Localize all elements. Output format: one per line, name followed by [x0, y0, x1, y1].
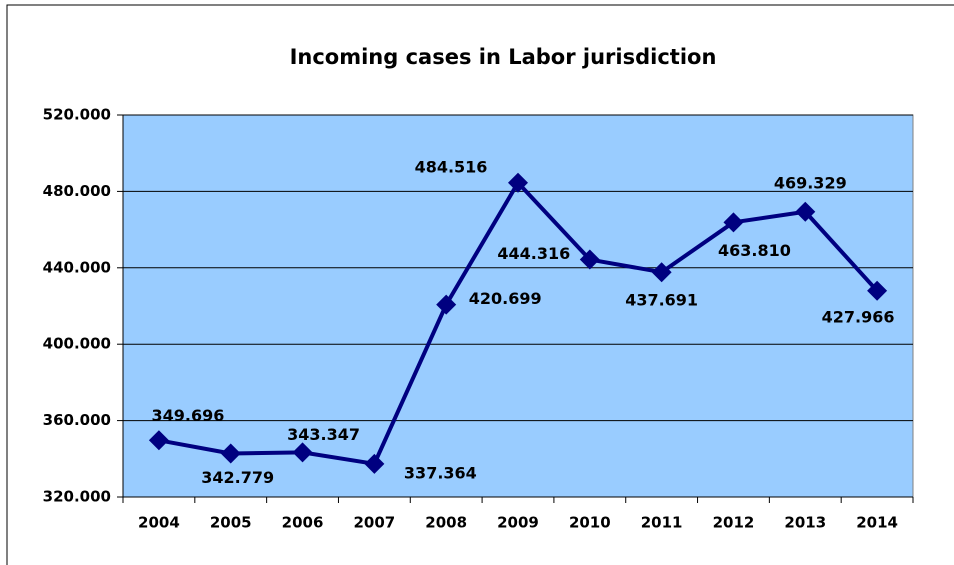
chart-title: Incoming cases in Labor jurisdiction [290, 45, 717, 69]
data-point [579, 249, 600, 270]
x-tick-label: 2010 [569, 514, 611, 532]
data-point [651, 262, 672, 283]
data-point [795, 201, 816, 222]
x-tick-label: 2014 [856, 514, 898, 532]
data-label: 444.316 [497, 244, 570, 263]
data-point [148, 430, 169, 451]
data-label: 420.699 [469, 289, 542, 308]
x-tick-label: 2009 [497, 514, 539, 532]
x-tick-label: 2007 [353, 514, 395, 532]
data-label: 463.810 [718, 241, 791, 260]
data-point [508, 172, 528, 193]
x-tick-label: 2005 [210, 514, 252, 532]
x-tick-label: 2008 [425, 514, 467, 532]
data-label: 342.779 [201, 468, 274, 487]
y-tick-label: 440.000 [43, 258, 111, 276]
data-point [723, 212, 744, 233]
data-label: 337.364 [404, 463, 477, 482]
x-tick-label: 2013 [784, 514, 826, 532]
y-tick-label: 520.000 [43, 106, 111, 124]
data-label: 484.516 [415, 157, 488, 176]
x-tick-label: 2011 [641, 514, 683, 532]
y-tick-label: 320.000 [43, 488, 111, 506]
x-tick-label: 2004 [138, 514, 180, 532]
data-label: 427.966 [822, 307, 895, 326]
data-point [292, 442, 313, 463]
x-tick-label: 2006 [282, 514, 324, 532]
y-tick-label: 480.000 [43, 182, 111, 200]
data-point [436, 294, 457, 315]
data-point [220, 443, 241, 464]
data-point [364, 453, 385, 474]
x-tick-label: 2012 [713, 514, 755, 532]
y-tick-label: 400.000 [43, 335, 111, 353]
data-label: 469.329 [774, 173, 847, 192]
data-label: 343.347 [287, 425, 360, 444]
y-tick-label: 360.000 [43, 411, 111, 429]
data-point [867, 280, 888, 301]
data-label: 349.696 [151, 406, 224, 425]
data-label: 437.691 [625, 291, 698, 310]
